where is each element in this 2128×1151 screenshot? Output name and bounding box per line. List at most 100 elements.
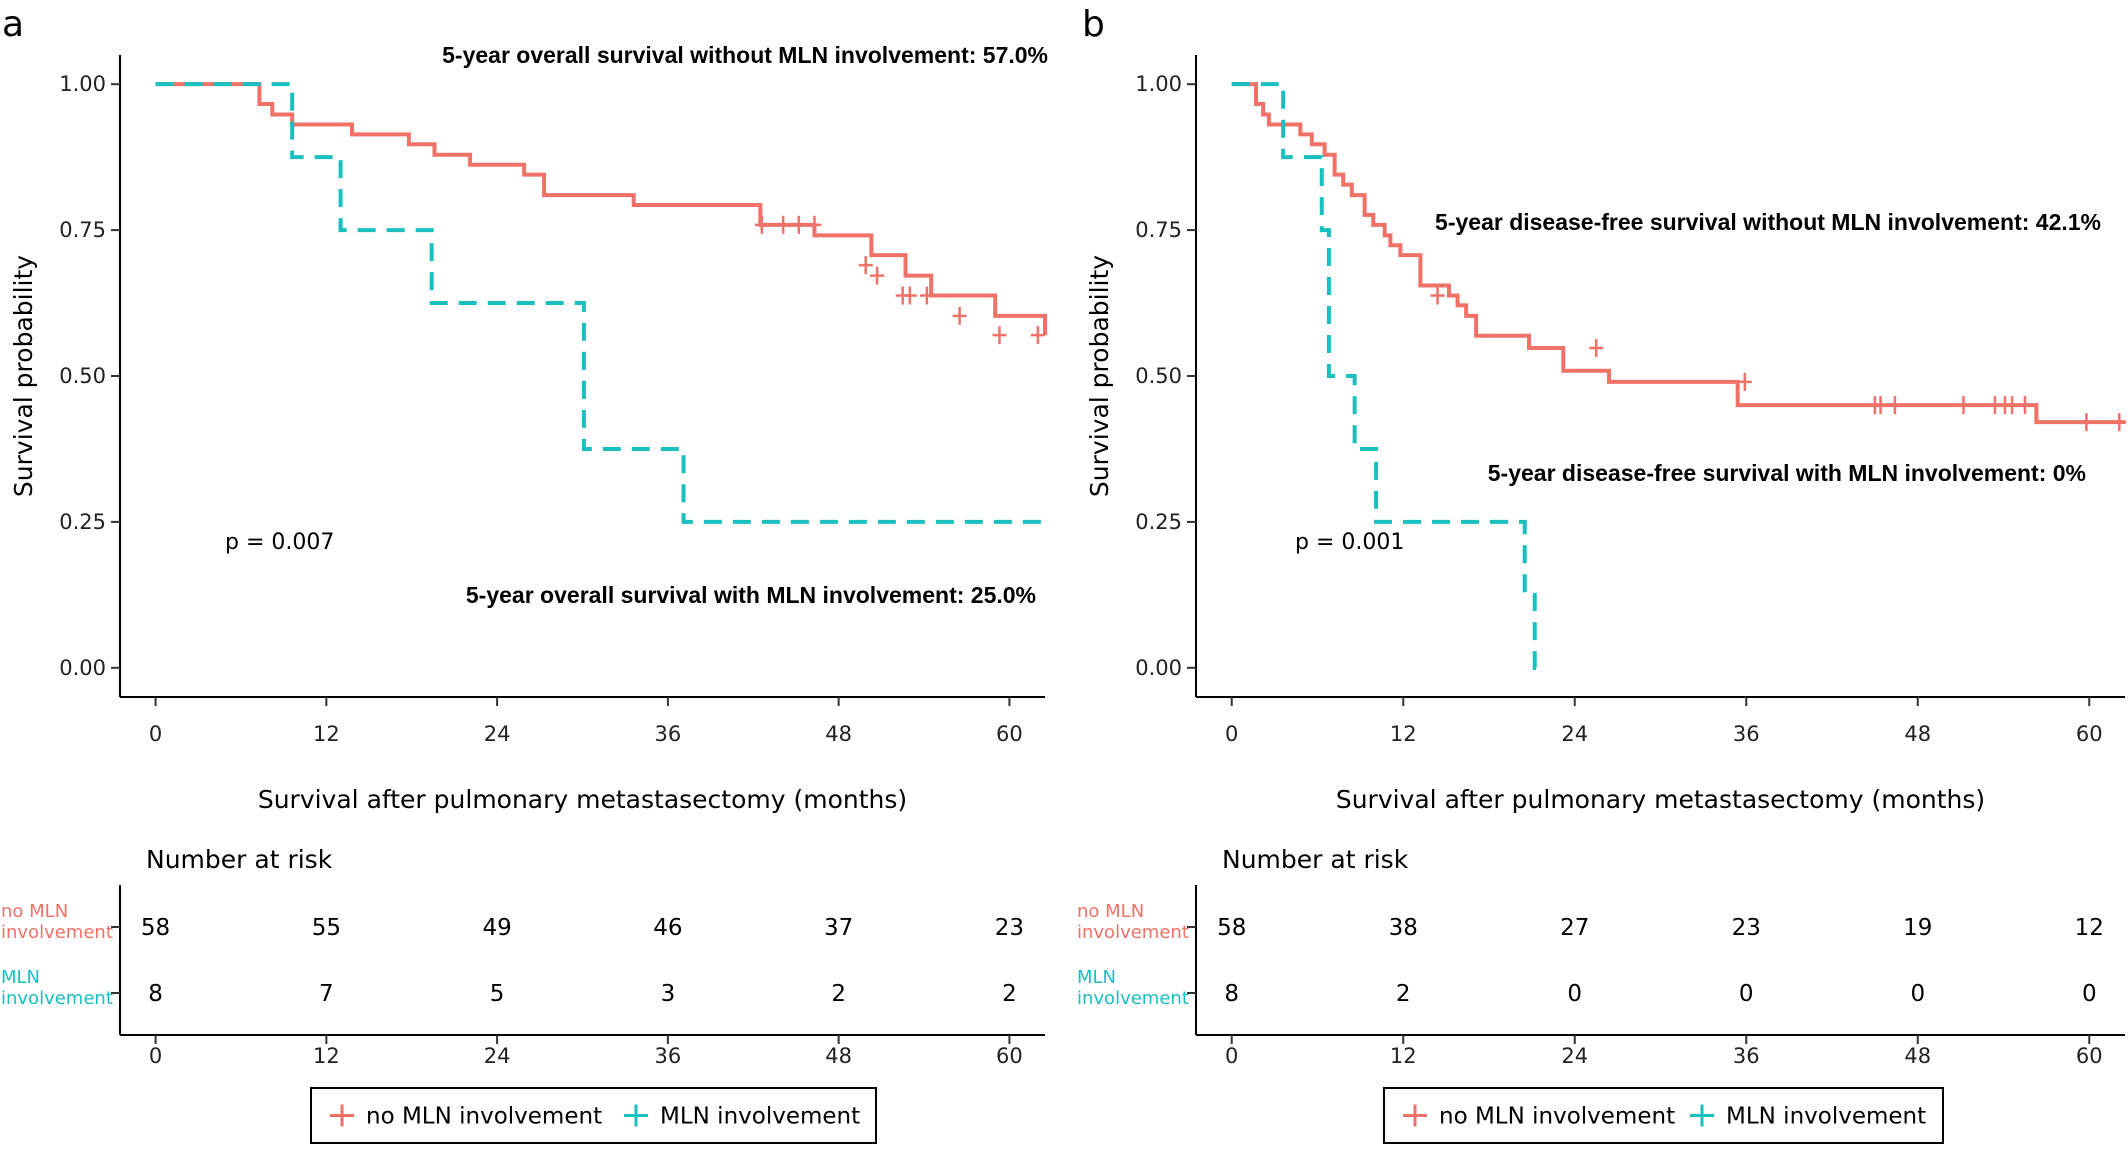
- censor-mark: [1737, 372, 1752, 391]
- risk-count: 23: [995, 915, 1024, 941]
- legend-box: [310, 1087, 877, 1144]
- risk-x-tick-label: 0: [149, 1044, 162, 1068]
- x-tick-label: 48: [1904, 722, 1931, 746]
- risk-count: 49: [482, 915, 511, 941]
- risk-count: 55: [312, 915, 341, 941]
- annotation-text: 5-year overall survival without MLN invo…: [442, 42, 1048, 68]
- annotation-text: 5-year disease-free survival without MLN…: [1435, 209, 2101, 235]
- km-curve-mln: [155, 82, 1045, 524]
- risk-count: 37: [824, 915, 853, 941]
- legend: no MLN involvement MLN involvement: [310, 1087, 877, 1144]
- annotation-text: 5-year overall survival with MLN involve…: [466, 582, 1036, 608]
- y-tick-label: 1.00: [1135, 72, 1182, 96]
- censor-mark: [902, 286, 917, 305]
- y-tick-label: 0.25: [1135, 510, 1182, 534]
- x-axis-title: Survival after pulmonary metastasectomy …: [1336, 785, 1985, 814]
- risk-count: 0: [1739, 981, 1754, 1007]
- risk-count: 8: [148, 981, 163, 1007]
- x-tick-label: 24: [484, 722, 511, 746]
- censor-mark: [1430, 286, 1445, 305]
- legend-key-no-mln: [330, 1104, 354, 1127]
- risk-strata-label: no MLN: [1077, 901, 1144, 922]
- legend-label: no MLN involvement: [1439, 1104, 1675, 1130]
- censor-mark: [2017, 396, 2032, 415]
- legend-box: [1383, 1087, 1944, 1144]
- x-tick-label: 0: [1225, 722, 1238, 746]
- censor-mark: [919, 286, 934, 305]
- risk-count: 38: [1389, 915, 1418, 941]
- risk-x-tick-label: 12: [313, 1044, 340, 1068]
- panel-letter: a: [2, 4, 24, 45]
- censor-mark: [1956, 396, 1971, 415]
- risk-count: 27: [1560, 915, 1589, 941]
- risk-strata-label: involvement: [1077, 922, 1189, 943]
- y-tick-label: 0.75: [59, 218, 106, 242]
- x-tick-label: 60: [996, 722, 1023, 746]
- y-tick-label: 0.00: [1135, 656, 1182, 680]
- risk-count: 7: [319, 981, 334, 1007]
- censor-mark: [1589, 338, 1604, 357]
- censor-mark: [2112, 413, 2127, 432]
- censor-mark: [754, 215, 769, 234]
- risk-count: 5: [490, 981, 505, 1007]
- x-tick-label: 36: [655, 722, 682, 746]
- risk-x-tick-label: 24: [1561, 1044, 1588, 1068]
- risk-count: 8: [1224, 981, 1239, 1007]
- risk-count: 23: [1732, 915, 1761, 941]
- x-tick-label: 12: [313, 722, 340, 746]
- legend-key-mln: [1690, 1104, 1714, 1127]
- legend-key-mln: [624, 1104, 648, 1127]
- legend-label: no MLN involvement: [366, 1104, 602, 1130]
- risk-table-title: Number at risk: [1222, 845, 1409, 874]
- legend-key-no-mln: [1403, 1104, 1427, 1127]
- risk-x-tick-label: 60: [996, 1044, 1023, 1068]
- y-tick-label: 0.25: [59, 510, 106, 534]
- p-value-label: p = 0.007: [225, 530, 334, 555]
- risk-x-tick-label: 12: [1390, 1044, 1417, 1068]
- y-tick-label: 0.00: [59, 656, 106, 680]
- censor-mark: [776, 215, 791, 234]
- y-tick-label: 0.50: [1135, 364, 1182, 388]
- censor-mark: [870, 266, 885, 285]
- legend-label: MLN involvement: [660, 1104, 860, 1130]
- annotation-text: 5-year disease-free survival with MLN in…: [1488, 460, 2086, 486]
- km-curve-mln: [1231, 82, 1541, 670]
- censor-mark: [952, 306, 967, 325]
- censor-mark: [1873, 396, 1888, 415]
- panel-a: a 0.00 0.25 0.50 0.75 1.00 0 12 24 36 48 60 Survival…: [1, 4, 1048, 1144]
- x-tick-label: 24: [1561, 722, 1588, 746]
- x-axis-title: Survival after pulmonary metastasectomy …: [258, 785, 907, 814]
- legend-label: MLN involvement: [1726, 1104, 1926, 1130]
- risk-count: 0: [1567, 981, 1582, 1007]
- y-axis-title: Survival probability: [1085, 255, 1114, 497]
- km-curve-no-mln: [1231, 82, 2125, 425]
- censor-mark: [1887, 396, 1902, 415]
- p-value-label: p = 0.001: [1295, 530, 1404, 555]
- censor-mark: [858, 256, 873, 275]
- risk-strata-label: involvement: [1, 922, 113, 943]
- panel-letter: b: [1082, 4, 1105, 45]
- y-tick-label: 0.75: [1135, 218, 1182, 242]
- x-tick-label: 36: [1733, 722, 1760, 746]
- censor-mark: [807, 215, 822, 234]
- y-tick-label: 0.50: [59, 364, 106, 388]
- risk-table-title: Number at risk: [146, 845, 333, 874]
- risk-count: 2: [831, 981, 846, 1007]
- legend: no MLN involvement MLN involvement: [1383, 1087, 1944, 1144]
- x-tick-label: 48: [825, 722, 852, 746]
- risk-count: 2: [1396, 981, 1411, 1007]
- risk-x-tick-label: 48: [825, 1044, 852, 1068]
- risk-count: 3: [661, 981, 676, 1007]
- risk-strata-label: involvement: [1, 988, 113, 1009]
- x-tick-label: 60: [2076, 722, 2103, 746]
- risk-count: 58: [1217, 915, 1246, 941]
- risk-x-tick-label: 36: [1733, 1044, 1760, 1068]
- censor-mark: [992, 326, 1007, 345]
- risk-x-tick-label: 0: [1225, 1044, 1238, 1068]
- risk-x-tick-label: 60: [2076, 1044, 2103, 1068]
- risk-strata-label: involvement: [1077, 988, 1189, 1009]
- censor-mark: [791, 215, 806, 234]
- risk-count: 46: [653, 915, 682, 941]
- risk-x-tick-label: 24: [484, 1044, 511, 1068]
